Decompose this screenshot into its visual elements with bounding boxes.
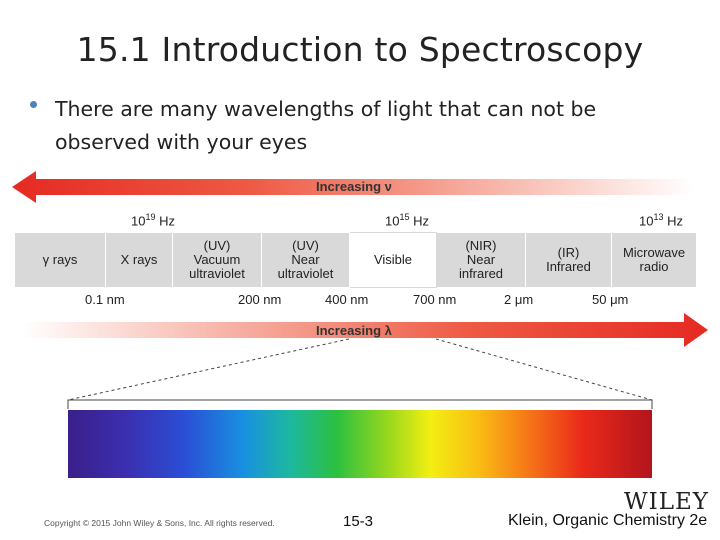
wavelength-label: 400 nm [325, 292, 369, 307]
band-near-infrared: (NIR) Near infrared [436, 232, 526, 288]
frequency-label: 1019 Hz [131, 212, 175, 229]
wavelength-label: 2 μm [504, 292, 534, 307]
wiley-logo: WILEY [624, 489, 709, 515]
top-arrow-label: Increasing ν [316, 179, 392, 194]
frequency-label: 1015 Hz [385, 212, 429, 229]
band-gamma-rays: γ rays [14, 232, 106, 288]
wavelength-label: 200 nm [238, 292, 282, 307]
band-near-uv: (UV) Near ultraviolet [261, 232, 350, 288]
bullet-text: There are many wavelengths of light that… [55, 97, 597, 154]
projection-line-left [67, 338, 350, 401]
copyright-notice: Copyright © 2015 John Wiley & Sons, Inc.… [44, 518, 275, 528]
increasing-wavelength-arrow [22, 313, 708, 347]
spectrum-band-table: γ rays X rays (UV) Vacuum ultraviolet (UV)… [14, 232, 697, 288]
slide-number: 15-3 [343, 513, 374, 530]
wavelength-label: 50 μm [592, 292, 629, 307]
band-vacuum-uv: (UV) Vacuum ultraviolet [172, 232, 262, 288]
visible-bracket [67, 399, 653, 409]
frequency-label: 1013 Hz [639, 212, 683, 229]
slide-title: 15.1 Introduction to Spectroscopy [76, 30, 644, 69]
band-microwave-radio: Microwave radio [611, 232, 697, 288]
band-x-rays: X rays [105, 232, 173, 288]
increasing-frequency-arrow [12, 171, 694, 203]
bottom-arrow-label: Increasing λ [316, 323, 392, 338]
projection-line-right [435, 338, 653, 401]
band-visible: Visible [349, 232, 437, 288]
bullet-marker [30, 101, 37, 108]
visible-spectrum-gradient [68, 410, 652, 478]
wavelength-label: 0.1 nm [85, 292, 125, 307]
band-infrared: (IR) Infrared [525, 232, 612, 288]
book-citation: Klein, Organic Chemistry 2e [508, 512, 708, 529]
wavelength-label: 700 nm [413, 292, 457, 307]
